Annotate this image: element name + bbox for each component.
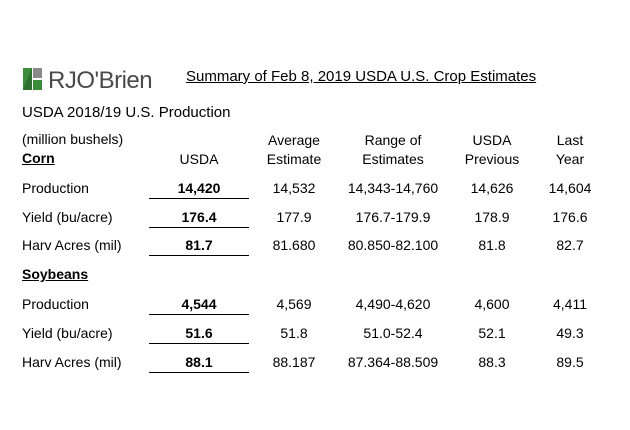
average-value: 14,532 [272,180,316,196]
header-last-year-line2: Year [555,151,585,167]
last-year-value: 14,604 [548,180,592,196]
usda-value: 14,420 [149,180,249,199]
row-label: Harv Acres (mil) [22,354,122,370]
units-label: (million bushels) [22,131,124,147]
last-year-value: 4,411 [553,296,587,312]
header-range-line2: Estimates [362,151,424,167]
header-average: Average Estimate [254,131,334,169]
average-value: 4,569 [276,296,312,312]
header-range: Range of Estimates [328,131,458,169]
header-usda: USDA [179,151,219,167]
range-value: 14,343-14,760 [347,180,439,196]
table-subtitle: USDA 2018/19 U.S. Production [22,104,231,121]
usda-value: 176.4 [149,209,249,228]
average-value: 88.187 [272,354,316,370]
header-range-line1: Range of [364,132,422,148]
page-title: Summary of Feb 8, 2019 USDA U.S. Crop Es… [186,68,537,85]
range-value: 87.364-88.509 [347,354,439,370]
previous-value: 52.1 [478,325,506,341]
range-value: 4,490-4,620 [355,296,431,312]
logo-wordmark: RJO'Brien [48,67,153,94]
header-previous-line1: USDA [472,132,512,148]
previous-value: 14,626 [470,180,514,196]
range-value: 176.7-179.9 [355,209,431,225]
row-label: Production [22,180,89,196]
usda-value: 81.7 [149,237,249,256]
rjobrien-logo-mark-icon [22,66,44,92]
previous-value: 81.8 [478,237,506,253]
usda-value: 88.1 [149,354,249,373]
previous-value: 178.9 [474,209,510,225]
row-label: Harv Acres (mil) [22,237,122,253]
last-year-value: 89.5 [556,354,584,370]
usda-value: 4,544 [149,296,249,315]
last-year-value: 176.6 [552,209,588,225]
previous-value: 4,600 [474,296,510,312]
row-label: Production [22,296,89,312]
header-last-year: Last Year [535,131,605,169]
range-value: 51.0-52.4 [363,325,423,341]
usda-value: 51.6 [149,325,249,344]
row-label: Yield (bu/acre) [22,209,113,225]
header-previous-line2: Previous [464,151,520,167]
last-year-value: 82.7 [556,237,584,253]
section-title-corn: Corn [22,150,55,166]
row-label: Yield (bu/acre) [22,325,113,341]
previous-value: 88.3 [478,354,506,370]
average-value: 51.8 [280,325,308,341]
rjobrien-logo: RJO'Brien [22,66,182,96]
header-average-line2: Estimate [266,151,322,167]
average-value: 81.680 [272,237,316,253]
section-title-soybeans: Soybeans [22,266,89,282]
last-year-value: 49.3 [556,325,584,341]
average-value: 177.9 [276,209,312,225]
header-previous: USDA Previous [457,131,527,169]
header-last-year-line1: Last [556,132,584,148]
header-average-line1: Average [268,132,320,148]
range-value: 80.850-82.100 [347,237,439,253]
